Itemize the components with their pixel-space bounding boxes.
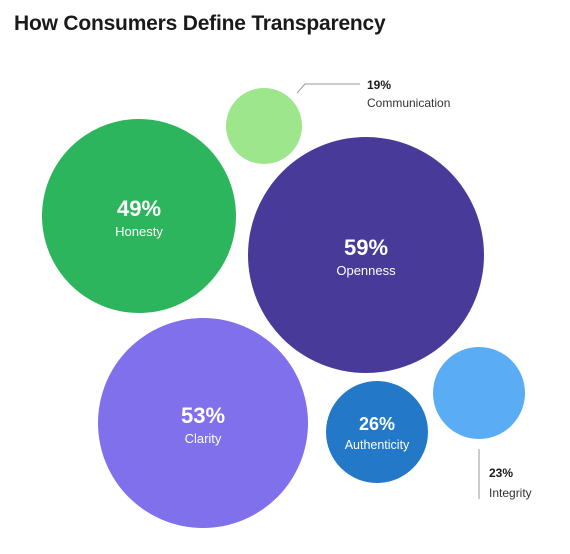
leader-line-communication: [297, 84, 360, 93]
bubble-value-integrity: 23%: [489, 466, 513, 480]
bubble-label-clarity: Clarity: [185, 431, 222, 446]
bubble-value-authenticity: 26%: [359, 414, 395, 434]
bubble-label-honesty: Honesty: [115, 224, 163, 239]
bubble-value-honesty: 49%: [117, 196, 161, 221]
bubble-label-authenticity: Authenticity: [345, 438, 410, 452]
bubble-label-openness: Openness: [336, 263, 396, 278]
bubble-communication: [226, 88, 302, 164]
bubble-label-integrity: Integrity: [489, 486, 532, 500]
bubble-value-openness: 59%: [344, 235, 388, 260]
bubble-label-communication: Communication: [367, 96, 450, 110]
bubble-integrity: [433, 347, 525, 439]
bubble-value-clarity: 53%: [181, 403, 225, 428]
bubble-value-communication: 19%: [367, 78, 391, 92]
